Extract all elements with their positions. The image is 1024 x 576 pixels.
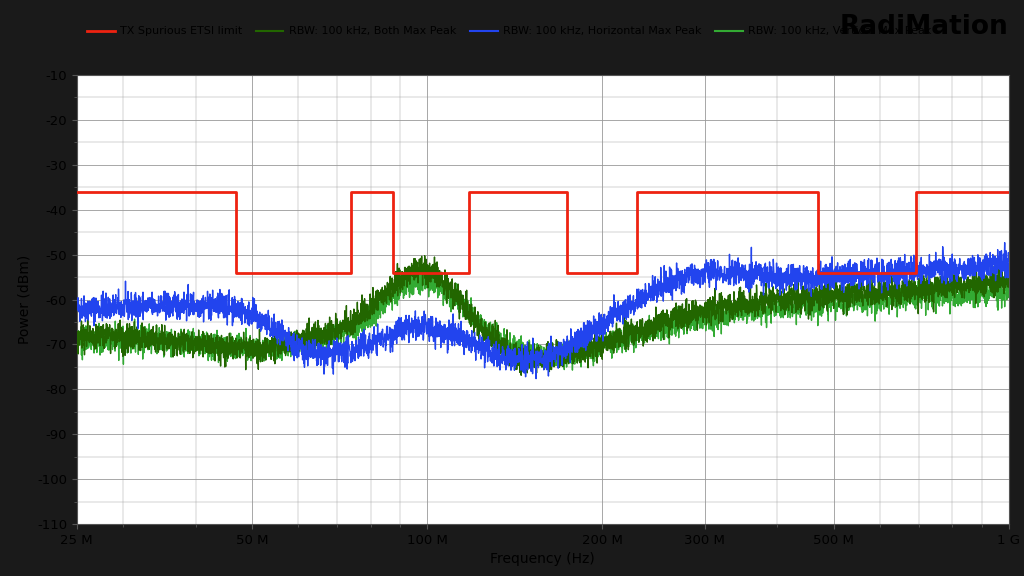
Y-axis label: Power (dBm): Power (dBm): [17, 255, 32, 344]
X-axis label: Frequency (Hz): Frequency (Hz): [490, 552, 595, 566]
Legend: TX Spurious ETSI limit, RBW: 100 kHz, Both Max Peak, RBW: 100 kHz, Horizontal Ma: TX Spurious ETSI limit, RBW: 100 kHz, Bo…: [82, 22, 936, 41]
Text: RadiMation: RadiMation: [840, 14, 1009, 40]
